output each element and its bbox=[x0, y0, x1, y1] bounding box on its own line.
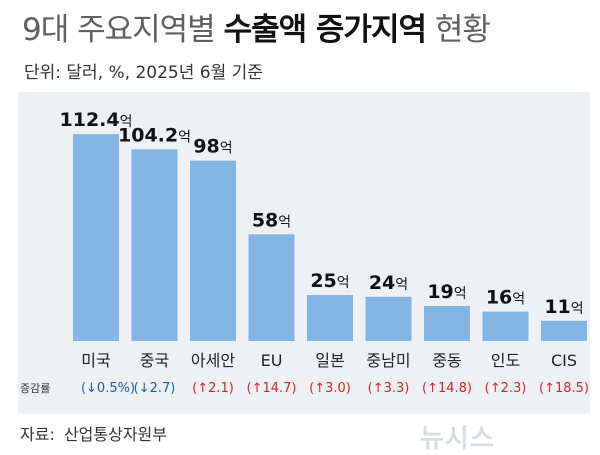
bar-value-label: 16억 bbox=[486, 287, 525, 309]
growth-rate-label: (↑14.7) bbox=[247, 381, 297, 396]
bar bbox=[73, 134, 119, 341]
source-note: 자료: 산업통상자원부 bbox=[20, 421, 171, 445]
growth-rate-label: (↑18.5) bbox=[539, 381, 589, 396]
category-label: EU bbox=[261, 351, 283, 370]
growth-rate-label: (↓2.7) bbox=[134, 381, 176, 396]
chart-title: 9대 주요지역별 수출액 증가지역 현황 bbox=[22, 4, 491, 49]
source-name: 산업통상자원부 bbox=[63, 425, 167, 444]
growth-row-label: 증감률 bbox=[20, 382, 50, 395]
bar bbox=[307, 295, 353, 341]
source-label: 자료: bbox=[20, 425, 55, 444]
bar-value-label: 58억 bbox=[252, 209, 291, 231]
watermark-logo: 뉴시스 bbox=[420, 424, 495, 454]
title-prefix: 9대 주요지역별 bbox=[22, 12, 216, 48]
category-label: 인도 bbox=[491, 351, 520, 370]
category-label: 아세안 bbox=[191, 351, 235, 370]
bar-value-label: 98억 bbox=[193, 136, 232, 158]
chart-subtitle: 단위: 달러, %, 2025년 6월 기준 bbox=[24, 63, 263, 83]
category-label: 일본 bbox=[315, 351, 344, 370]
bar bbox=[248, 234, 295, 341]
bar bbox=[424, 306, 470, 341]
bar bbox=[365, 296, 412, 341]
title-emphasis: 수출액 증가지역 bbox=[223, 12, 427, 48]
category-label: 미국 bbox=[81, 351, 110, 370]
bar-value-label: 19억 bbox=[427, 281, 466, 303]
growth-rate-label: (↑2.3) bbox=[485, 381, 527, 396]
bar bbox=[190, 160, 236, 341]
category-label: 중동 bbox=[432, 351, 461, 370]
category-label: 중남미 bbox=[366, 351, 410, 370]
bar-value-label: 112.4억 bbox=[60, 109, 133, 131]
bar-value-label: 11억 bbox=[544, 296, 583, 318]
growth-rate-label: (↑3.3) bbox=[368, 381, 410, 396]
growth-rate-label: (↑14.8) bbox=[422, 381, 472, 396]
bar bbox=[131, 149, 178, 341]
bar bbox=[541, 320, 587, 341]
category-label: 중국 bbox=[140, 351, 169, 370]
bar-value-label: 25억 bbox=[310, 270, 349, 292]
title-suffix: 현황 bbox=[434, 12, 491, 48]
growth-rate-label: (↑3.0) bbox=[309, 381, 351, 396]
bar-value-label: 24억 bbox=[369, 272, 408, 294]
bar-value-label: 104.2억 bbox=[118, 124, 191, 146]
growth-rate-label: (↓0.5%) bbox=[81, 381, 135, 396]
growth-rate-label: (↑2.1) bbox=[192, 381, 234, 396]
bar bbox=[482, 311, 529, 341]
category-label: CIS bbox=[551, 351, 577, 370]
